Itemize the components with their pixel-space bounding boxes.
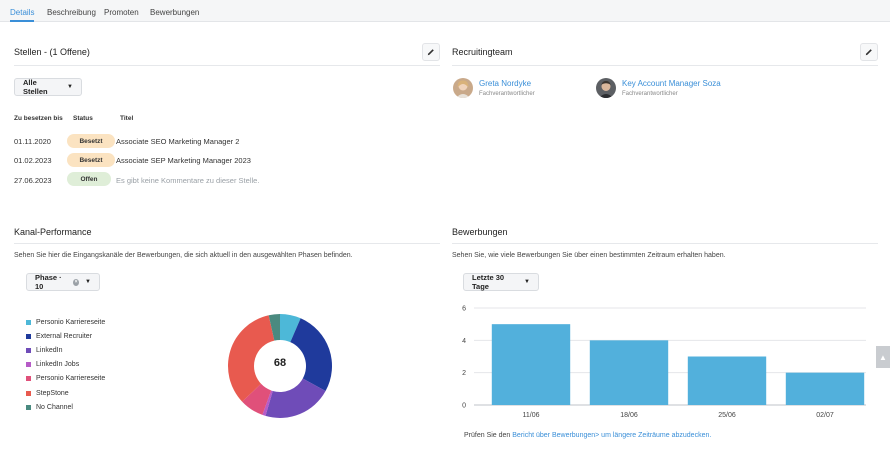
- bar[interactable]: [589, 340, 669, 405]
- chevron-down-icon: ▼: [85, 279, 91, 285]
- footer-prefix: Prüfen Sie den: [464, 432, 513, 439]
- legend-item[interactable]: Personio Karriereseite: [26, 375, 105, 382]
- header-date: Zu besetzen bis: [14, 115, 63, 122]
- avatar: [596, 78, 616, 98]
- applications-description: Sehen Sie, wie viele Bewerbungen Sie übe…: [452, 252, 726, 259]
- legend-swatch: [26, 348, 31, 354]
- donut-slice[interactable]: [228, 315, 275, 402]
- applications-divider: [452, 243, 878, 244]
- x-tick-label: 25/06: [718, 412, 736, 419]
- y-tick-label: 0: [462, 403, 466, 410]
- donut-slice[interactable]: [280, 314, 301, 343]
- phase-filter-dropdown[interactable]: Phase · 10 × ▼: [26, 273, 100, 291]
- donut-total: 68: [273, 357, 287, 369]
- legend-label: StepStone: [36, 389, 69, 397]
- row-date: 01.02.2023: [14, 156, 52, 165]
- legend-item[interactable]: No Channel: [26, 404, 73, 411]
- donut-slice[interactable]: [242, 383, 272, 415]
- clear-icon[interactable]: ×: [73, 278, 80, 286]
- team-member[interactable]: Greta Nordyke Fachverantwortlicher: [453, 78, 535, 98]
- scroll-up-handle[interactable]: ▲: [876, 346, 890, 368]
- edit-positions-button[interactable]: [422, 43, 440, 61]
- positions-filter-dropdown[interactable]: Alle Stellen ▼: [14, 78, 82, 96]
- member-name[interactable]: Greta Nordyke: [479, 79, 532, 88]
- legend-label: Personio Karriereseite: [36, 375, 106, 383]
- row-title: Associate SEO Marketing Manager 2: [116, 137, 240, 146]
- legend-label: LinkedIn Jobs: [36, 361, 80, 369]
- status-badge: Offen: [67, 172, 111, 186]
- row-title: Associate SEP Marketing Manager 2023: [116, 156, 251, 165]
- legend-item[interactable]: Personio Karriereseite: [26, 319, 105, 326]
- member-role: Fachverantwortlicher: [479, 91, 535, 97]
- legend-swatch: [26, 390, 31, 396]
- applications-title: Bewerbungen: [452, 227, 508, 237]
- legend-item[interactable]: LinkedIn Jobs: [26, 361, 79, 368]
- positions-filter-label: Alle Stellen: [23, 78, 48, 96]
- tab-bar: Details Beschreibung Promoten Bewerbunge…: [0, 0, 890, 22]
- positions-title: Stellen - (1 Offene): [14, 47, 90, 57]
- legend-item[interactable]: External Recruiter: [26, 333, 92, 340]
- x-tick-label: 18/06: [620, 412, 638, 419]
- tab-beschreibung[interactable]: Beschreibung: [47, 8, 96, 17]
- row-title: Es gibt keine Kommentare zu dieser Stell…: [116, 176, 260, 185]
- team-divider: [452, 65, 878, 66]
- channels-donut-chart: [228, 314, 332, 418]
- bar[interactable]: [491, 324, 571, 405]
- bar[interactable]: [687, 356, 767, 406]
- applications-footer: Prüfen Sie den Bericht über Bewerbungen>…: [464, 432, 711, 439]
- tab-bewerbungen[interactable]: Bewerbungen: [150, 8, 200, 17]
- legend-label: No Channel: [36, 403, 73, 411]
- legend-swatch: [26, 334, 31, 340]
- donut-slice[interactable]: [265, 378, 326, 418]
- x-tick-label: 11/06: [523, 412, 540, 419]
- chevron-down-icon: ▼: [524, 279, 530, 285]
- legend-label: Personio Karriereseite: [36, 319, 106, 326]
- y-tick-label: 4: [462, 338, 466, 345]
- chevron-up-icon: ▲: [879, 352, 887, 362]
- edit-team-button[interactable]: [860, 43, 878, 61]
- applications-bar-chart: 0 2 4 6 11/06 18/06 25/06 02/07: [462, 306, 866, 419]
- report-link[interactable]: Bericht über Bewerbungen> um längere Zei…: [512, 432, 712, 439]
- phase-filter-label: Phase · 10: [35, 273, 62, 291]
- tab-promoten[interactable]: Promoten: [104, 8, 139, 17]
- bar[interactable]: [785, 372, 865, 405]
- row-date: 01.11.2020: [14, 137, 51, 146]
- member-name[interactable]: Key Account Manager Soza: [622, 79, 721, 88]
- donut-slice[interactable]: [262, 390, 273, 416]
- pencil-icon: [865, 49, 872, 56]
- legend-swatch: [26, 404, 31, 410]
- tab-details[interactable]: Details: [10, 0, 35, 22]
- channels-description: Sehen Sie hier die Eingangskanäle der Be…: [14, 252, 353, 259]
- period-filter-label: Letzte 30 Tage: [472, 273, 505, 291]
- header-title: Titel: [120, 115, 134, 122]
- legend-label: LinkedIn: [36, 347, 63, 355]
- status-badge: Besetzt: [67, 134, 115, 148]
- donut-slice[interactable]: [290, 318, 332, 392]
- row-date: 27.06.2023: [14, 176, 52, 185]
- legend-label: External Recruiter: [36, 333, 93, 341]
- team-member[interactable]: Key Account Manager Soza Fachverantwortl…: [596, 78, 721, 98]
- period-filter-dropdown[interactable]: Letzte 30 Tage ▼: [463, 273, 539, 291]
- avatar: [453, 78, 473, 98]
- legend-item[interactable]: LinkedIn: [26, 347, 62, 354]
- channels-title: Kanal-Performance: [14, 227, 92, 237]
- header-status: Status: [73, 115, 93, 122]
- legend-item[interactable]: StepStone: [26, 390, 69, 397]
- member-role: Fachverantwortlicher: [622, 91, 678, 97]
- channels-divider: [14, 243, 440, 244]
- pencil-icon: [427, 49, 434, 56]
- donut-slice[interactable]: [268, 314, 280, 341]
- legend-swatch: [26, 362, 31, 368]
- legend-swatch: [26, 376, 31, 382]
- y-tick-label: 6: [462, 306, 466, 313]
- y-tick-label: 2: [462, 370, 466, 377]
- chevron-down-icon: ▼: [67, 84, 73, 90]
- team-title: Recruitingteam: [452, 47, 513, 57]
- positions-divider: [14, 65, 440, 66]
- status-badge: Besetzt: [67, 153, 115, 167]
- legend-swatch: [26, 320, 31, 325]
- x-tick-label: 02/07: [816, 412, 834, 419]
